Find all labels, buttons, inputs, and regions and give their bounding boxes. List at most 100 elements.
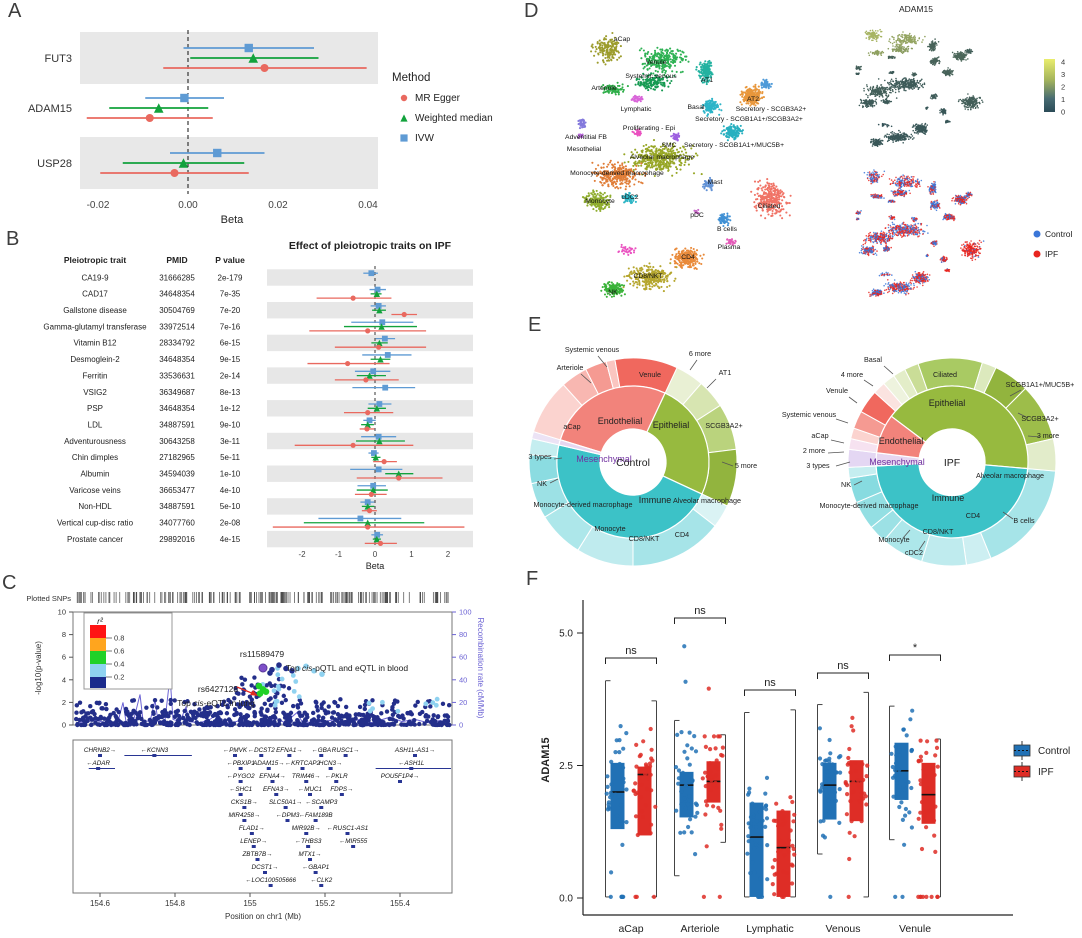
- trait-cell: Gallstone disease: [63, 306, 127, 315]
- category-label: Lymphatic: [746, 923, 793, 935]
- gene-name: EFNA4→: [259, 773, 286, 780]
- pmid-cell: 34648354: [159, 290, 195, 299]
- gene-name: ←SHC1: [229, 786, 252, 793]
- gene-name: ADAM15→: [252, 760, 285, 767]
- trait-cell: Prostate cancer: [67, 535, 123, 544]
- snp-label: rs6427128: [198, 684, 238, 694]
- gene-name: ←PKLR: [325, 773, 348, 780]
- pvalue-cell: 5e-10: [220, 502, 241, 511]
- cluster-label: Venule: [646, 59, 667, 66]
- gene-name: ASH1L-AS1→: [394, 747, 435, 754]
- svg-text:80: 80: [459, 630, 467, 639]
- celltype-label: Monocyte: [878, 535, 909, 544]
- svg-text:PMID: PMID: [166, 255, 187, 265]
- celltype-label: 4 more: [841, 370, 863, 379]
- gene-name: HCN3→: [319, 760, 342, 767]
- gene-name: ←GBA: [311, 747, 331, 754]
- sunburst-control: Endothelial Epithelial Immune Mesenchymal Ve…: [528, 345, 757, 567]
- svg-text:154.8: 154.8: [165, 899, 186, 908]
- celltype-label: 3 more: [1037, 431, 1059, 440]
- cluster-label: Secretory - SCGB3A2+: [736, 106, 806, 113]
- pmid-cell: 34648354: [159, 355, 195, 364]
- rug-label: Plotted SNPs: [26, 594, 71, 603]
- trait-cell: Vitamin B12: [74, 339, 118, 348]
- trait-cell: PSP: [87, 404, 103, 413]
- cluster-label: Mast: [708, 179, 723, 186]
- annotation: Top cis-pQTL and eQTL in blood: [286, 663, 408, 673]
- significance-label: ns: [837, 660, 849, 672]
- lineage-label: Immune: [932, 493, 965, 503]
- trait-cell: Chin dimples: [72, 453, 118, 462]
- lineage-label: Epithelial: [653, 420, 690, 430]
- cluster-label: Secretory - SCGB1A1+/SCGB3A2+: [695, 116, 803, 123]
- panel-f-boxplot: 0.02.55.0ADAM15aCapnsArteriolensLymphati…: [540, 600, 1070, 935]
- gene-name: ←ASH1L: [398, 760, 425, 767]
- cluster-label: aCap: [614, 36, 630, 43]
- y-axis-label-left: -log10(p-value): [34, 641, 43, 695]
- celltype-label: NK: [537, 479, 547, 488]
- lineage-label: Mesenchymal: [576, 454, 632, 464]
- celltype-label: Venule: [826, 386, 848, 395]
- umap-celltype-points: [577, 31, 792, 298]
- gene-label: USP28: [37, 158, 72, 170]
- gene-name: ZBTB7B→: [241, 851, 272, 858]
- celltype-label: Systemic venous: [565, 345, 620, 354]
- cluster-label: CD4: [681, 254, 695, 261]
- celltype-label: Basal: [864, 355, 882, 364]
- pvalue-cell: 1e-12: [220, 404, 241, 413]
- gene-name: DCST1→: [252, 864, 279, 871]
- gene-name: MIR4258→: [228, 812, 260, 819]
- gene-name: MTX1→: [298, 851, 321, 858]
- panel-d-umaps: aCap Venule Systemic venous Arteriole Lympha…: [565, 4, 1073, 298]
- celltype-label: 5 more: [735, 461, 757, 470]
- trait-cell: CA19-9: [81, 273, 109, 282]
- cluster-label: Arteriole: [591, 85, 617, 92]
- umap-feature-points: [855, 28, 984, 147]
- gene-name: ←GBAP1: [302, 864, 329, 871]
- pvalue-cell: 4e-15: [220, 535, 241, 544]
- celltype-label: CD4: [966, 511, 980, 520]
- lineage-label: Epithelial: [929, 398, 966, 408]
- svg-text:60: 60: [459, 653, 467, 662]
- celltype-label: SCGB3A2+: [705, 421, 742, 430]
- pvalue-cell: 4e-10: [220, 486, 241, 495]
- gene-name: ←KCNN3: [141, 747, 169, 754]
- cluster-label: Basal: [687, 104, 704, 111]
- gene-name: ←DPM3: [276, 812, 300, 819]
- pmid-cell: 34887591: [159, 502, 195, 511]
- panel-e-label: E: [528, 314, 542, 336]
- annotation: Top cis-eQTL in lung: [177, 698, 255, 708]
- svg-text:0: 0: [459, 721, 463, 730]
- svg-text:4: 4: [62, 675, 66, 684]
- panel-c-label: C: [2, 572, 17, 594]
- celltype-label: aCap: [563, 422, 580, 431]
- cluster-label: Alveolar macrophage: [630, 154, 694, 161]
- svg-text:6: 6: [62, 653, 66, 662]
- legend-item: IVW: [415, 133, 434, 144]
- trait-cell: CAD17: [82, 290, 108, 299]
- pvalue-cell: 6e-15: [220, 339, 241, 348]
- celltype-label: Systemic venous: [782, 410, 837, 419]
- trait-cell: Desmoglein-2: [70, 355, 120, 364]
- cluster-label: NK: [608, 289, 618, 296]
- y-axis-label-right: Recombination rate (cM/Mb): [476, 618, 485, 719]
- trait-cell: Non-HDL: [78, 502, 112, 511]
- pmid-cell: 27182965: [159, 453, 195, 462]
- lineage-label: Endothelial: [879, 436, 924, 446]
- pvalue-cell: 2e-08: [220, 519, 241, 528]
- celltype-label: 3 types: [806, 461, 830, 470]
- cluster-label: Secretory - SCGB1A1+/MUC5B+: [684, 142, 784, 149]
- celltype-label: 2 more: [803, 446, 825, 455]
- pvalue-cell: 2e-179: [218, 273, 243, 282]
- svg-text:0.2: 0.2: [114, 673, 124, 682]
- significance-label: ns: [625, 645, 637, 657]
- panel-c-locuszoom: Plotted SNPs0246810020406080100-log10(p-…: [26, 592, 485, 921]
- gene-name: EFNA1→: [276, 747, 303, 754]
- umap-condition-points: [855, 169, 985, 297]
- svg-text:-0.02: -0.02: [87, 200, 110, 211]
- celltype-label: CD4: [675, 530, 689, 539]
- panel-a-label: A: [8, 0, 22, 22]
- cluster-label: pDC: [690, 212, 704, 219]
- pvalue-cell: 7e-20: [220, 306, 241, 315]
